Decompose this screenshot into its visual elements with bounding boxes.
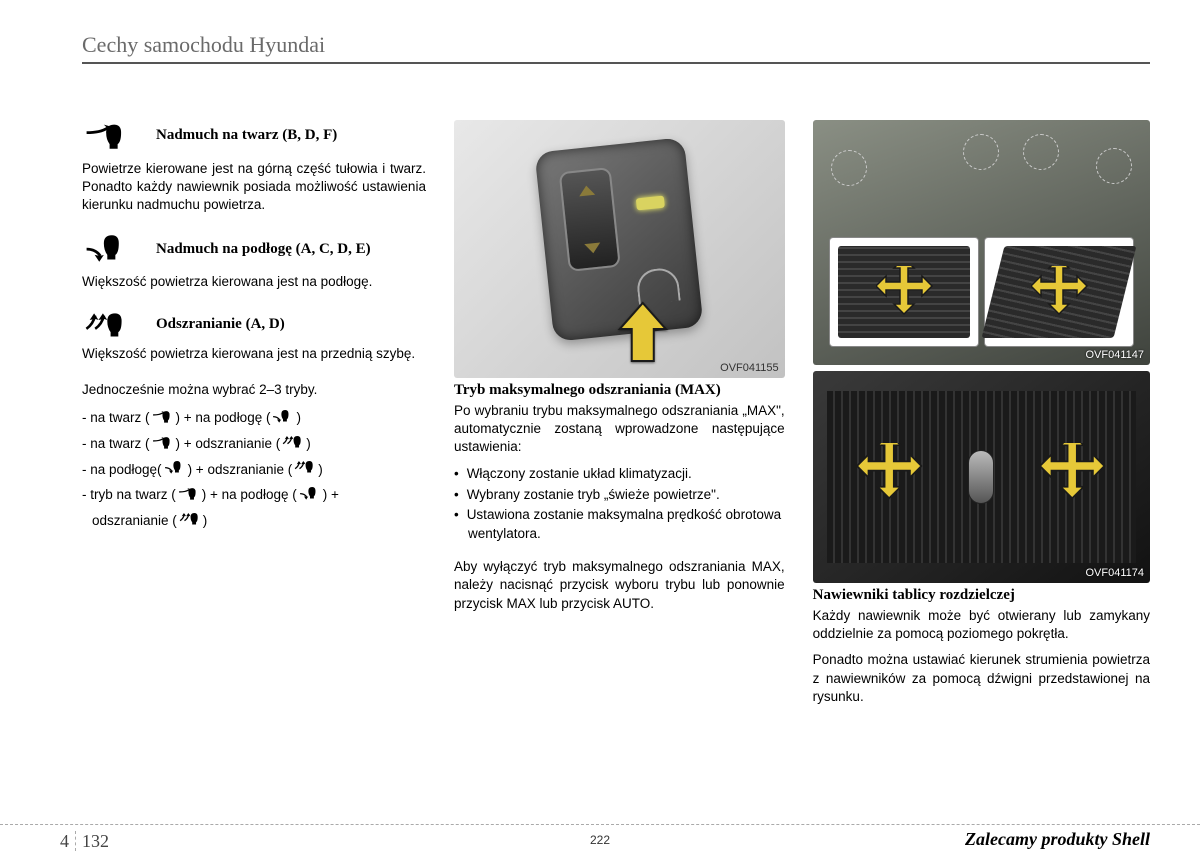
mode-defrost-heading: Odszranianie (A, D) — [82, 309, 426, 341]
combo3-a: - na podłogę( — [82, 457, 162, 483]
direction-arrows-icon — [1031, 266, 1089, 324]
direction-arrows-icon — [876, 266, 934, 324]
combo-row-1: - na twarz ( ) + na podłogę ( ) — [82, 405, 426, 431]
max-defrost-bullets: Włączony zostanie układ klimatyzacji. Wy… — [454, 465, 785, 545]
figure-max-defrost: OVF041155 — [454, 120, 785, 378]
figure-code: OVF041174 — [1085, 567, 1144, 579]
figure-dashboard-vents: OVF041147 — [813, 120, 1150, 365]
airflow-floor-icon — [272, 410, 294, 426]
airflow-face-icon — [152, 436, 174, 452]
combo3-c: ) — [318, 457, 323, 483]
combo-row-3: - na podłogę( ) + odszranianie ( ) — [82, 457, 426, 483]
bullet-3: Ustawiona zostanie maksymalna prędkość o… — [468, 506, 785, 544]
chapter-page: 4 132 — [60, 831, 109, 852]
combo-row-4b: odszranianie ( ) — [82, 508, 426, 534]
figure-code: OVF041155 — [720, 362, 779, 374]
bullet-2: Wybrany zostanie tryb „świeże powietrze"… — [468, 486, 785, 505]
column-left: Nadmuch na twarz (B, D, F) Powietrze kie… — [82, 120, 426, 706]
max-defrost-tail: Aby wyłączyć tryb maksymalnego odszrania… — [454, 558, 785, 613]
mode-floor-body: Większość powietrza kierowana jest na po… — [82, 273, 426, 291]
page-footer: 4132 222 Zalecamy produkty Shell — [0, 824, 1200, 831]
combo-row-2: - na twarz ( ) + odszranianie ( ) — [82, 431, 426, 457]
airflow-face-icon — [82, 120, 144, 150]
combo2-a: - na twarz ( — [82, 431, 150, 457]
vent-inset-left — [829, 237, 979, 347]
mode-floor-heading: Nadmuch na podłogę (A, C, D, E) — [82, 233, 426, 267]
airflow-defrost-icon — [82, 309, 144, 341]
content-columns: Nadmuch na twarz (B, D, F) Powietrze kie… — [60, 120, 1150, 706]
combo2-c: ) — [306, 431, 311, 457]
combo-list: - na twarz ( ) + na podłogę ( ) - na twa… — [82, 405, 426, 533]
figure-code: OVF041147 — [1085, 349, 1144, 361]
combo2-b: ) + odszranianie ( — [176, 431, 281, 457]
bullet-1: Włączony zostanie układ klimatyzacji. — [468, 465, 785, 484]
indicator-led-illustration — [636, 196, 665, 211]
defrost-symbol-illustration — [636, 267, 681, 305]
chapter-number: 4 — [60, 831, 76, 851]
combo-intro: Jednocześnie można wybrać 2–3 tryby. — [82, 381, 426, 399]
page-header-title: Cechy samochodu Hyundai — [60, 32, 1150, 62]
combo4-a: - tryb na twarz ( — [82, 482, 176, 508]
press-arrow-icon — [616, 301, 670, 370]
airflow-defrost-icon — [179, 513, 201, 529]
page-number: 132 — [82, 831, 109, 851]
airflow-face-icon — [152, 410, 174, 426]
mode-face-body: Powietrze kierowane jest na górną część … — [82, 160, 426, 215]
direction-arrows-icon — [857, 443, 923, 509]
combo1-b: ) + na podłogę ( — [176, 405, 271, 431]
combo1-a: - na twarz ( — [82, 405, 150, 431]
mode-defrost-body: Większość powietrza kierowana jest na pr… — [82, 345, 426, 363]
airflow-floor-icon — [299, 487, 321, 503]
combo4-b: ) + na podłogę ( — [202, 482, 297, 508]
vent-dial-illustration — [968, 450, 994, 504]
airflow-floor-icon — [82, 233, 144, 267]
column-middle: OVF041155 Tryb maksymalnego odszraniania… — [454, 120, 785, 706]
combo-row-4a: - tryb na twarz ( ) + na podłogę ( ) + — [82, 482, 426, 508]
airflow-defrost-icon — [282, 436, 304, 452]
max-defrost-lead: Po wybraniu trybu maksymalnego odszrania… — [454, 402, 785, 457]
combo1-c: ) — [296, 405, 301, 431]
mode-floor-title: Nadmuch na podłogę (A, C, D, E) — [156, 241, 371, 258]
mode-face-title: Nadmuch na twarz (B, D, F) — [156, 127, 337, 144]
direction-arrows-icon — [1040, 443, 1106, 509]
airflow-floor-icon — [164, 461, 186, 477]
sheet-number: 222 — [590, 833, 610, 847]
airflow-defrost-icon — [294, 461, 316, 477]
header-rule — [82, 62, 1150, 64]
manual-page: Cechy samochodu Hyundai Nadmuch na twarz… — [0, 0, 1200, 847]
combo3-b: ) + odszranianie ( — [188, 457, 293, 483]
vent-inset-right — [984, 237, 1134, 347]
vents-p1: Każdy nawiewnik może być otwierany lub z… — [813, 607, 1150, 643]
mode-defrost-title: Odszranianie (A, D) — [156, 316, 285, 333]
vents-p2: Ponadto można ustawiać kierunek strumien… — [813, 651, 1150, 706]
mode-face-heading: Nadmuch na twarz (B, D, F) — [82, 120, 426, 150]
combo4-d: odszranianie ( — [92, 508, 177, 534]
combo4-e: ) — [203, 508, 208, 534]
max-defrost-title: Tryb maksymalnego odszraniania (MAX) — [454, 382, 785, 399]
airflow-face-icon — [178, 487, 200, 503]
combo4-c: ) + — [323, 482, 339, 508]
mode-rocker-illustration — [559, 167, 621, 272]
column-right: OVF041147 OVF041174 Nawiewniki tablicy r… — [813, 120, 1150, 706]
vents-title: Nawiewniki tablicy rozdzielczej — [813, 587, 1150, 604]
figure-center-vents: OVF041174 — [813, 371, 1150, 583]
